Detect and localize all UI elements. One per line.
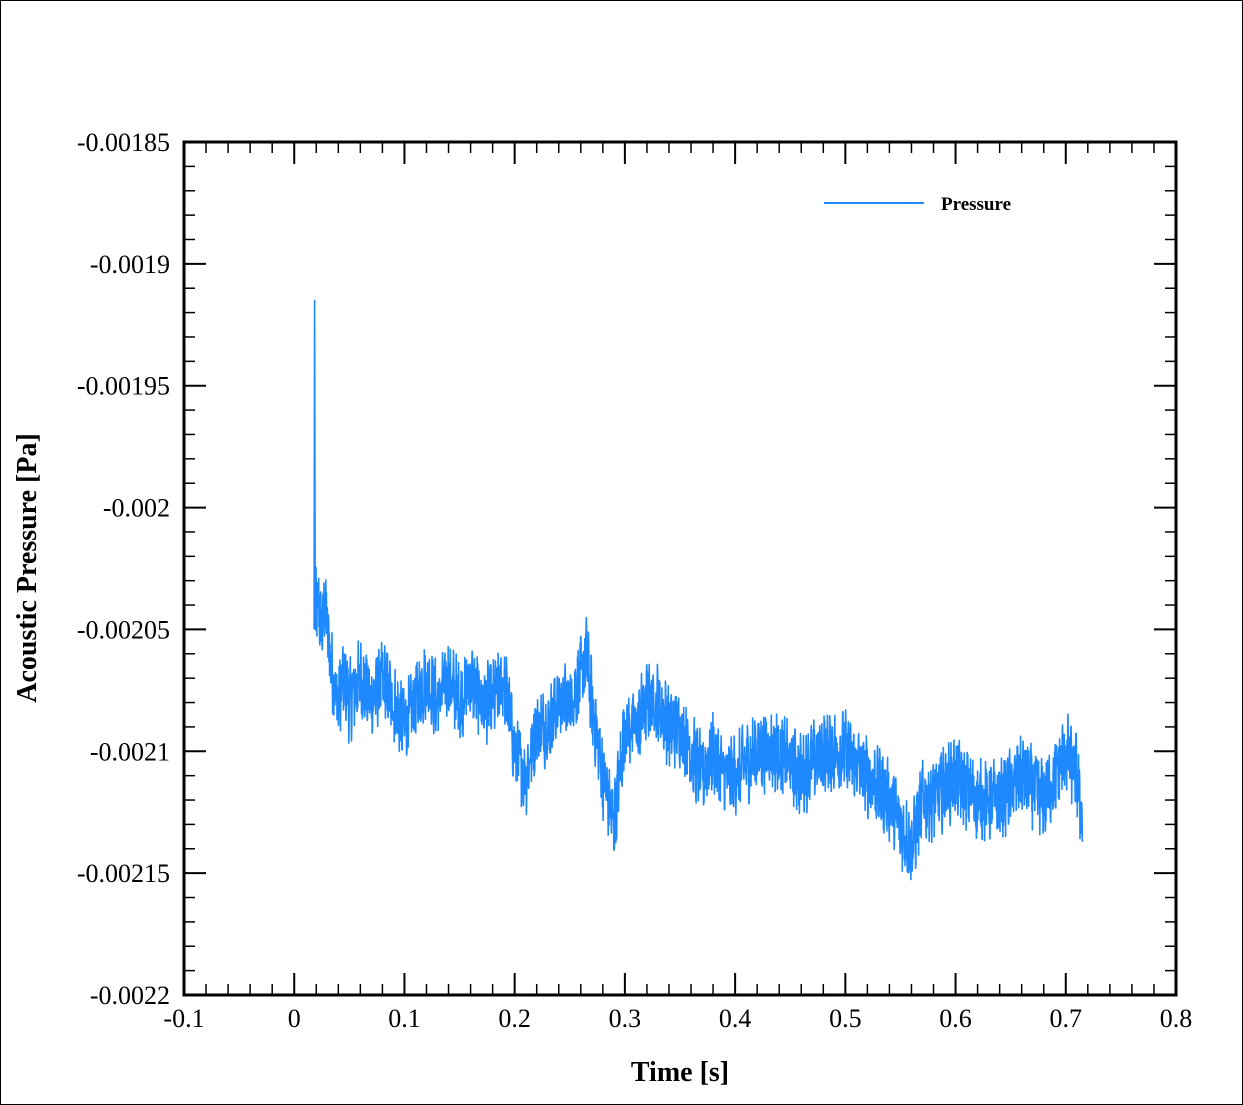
y-tick-label: -0.002 [103, 494, 170, 523]
y-tick-label: -0.00185 [77, 128, 170, 157]
legend: Pressure [824, 194, 1011, 215]
legend-label: Pressure [941, 194, 1011, 215]
plot-area [182, 140, 1178, 997]
x-tick-label: 0.4 [719, 1004, 752, 1033]
y-axis-title: Acoustic Pressure [Pa] [12, 433, 43, 703]
tick-marks [183, 141, 1177, 996]
x-axis-title: Time [s] [631, 1057, 729, 1088]
x-tick-label: 0.7 [1050, 1004, 1083, 1033]
x-tick-label: 0.6 [939, 1004, 972, 1033]
y-tick-label: -0.0022 [90, 981, 170, 1010]
tick-labels: -0.1 0 0.1 0.2 0.3 0.4 0.5 0.6 0.7 0.8 -0.00185 -0.… [77, 128, 1192, 1033]
x-tick-label: 0.8 [1160, 1004, 1193, 1033]
y-tick-label: -0.0021 [90, 737, 170, 766]
x-tick-label: 0.5 [829, 1004, 862, 1033]
series-layer [313, 299, 1084, 881]
x-tick-label: 0.1 [388, 1004, 421, 1033]
series-line-0 [313, 299, 1084, 881]
x-tick-label: -0.1 [163, 1004, 204, 1033]
x-tick-label: 0.2 [498, 1004, 531, 1033]
y-tick-label: -0.00215 [77, 859, 170, 888]
y-tick-label: -0.0019 [90, 250, 170, 279]
y-tick-label: -0.00205 [77, 615, 170, 644]
x-tick-label: 0 [288, 1004, 301, 1033]
y-tick-label: -0.00195 [77, 372, 170, 401]
x-tick-label: 0.3 [609, 1004, 642, 1033]
